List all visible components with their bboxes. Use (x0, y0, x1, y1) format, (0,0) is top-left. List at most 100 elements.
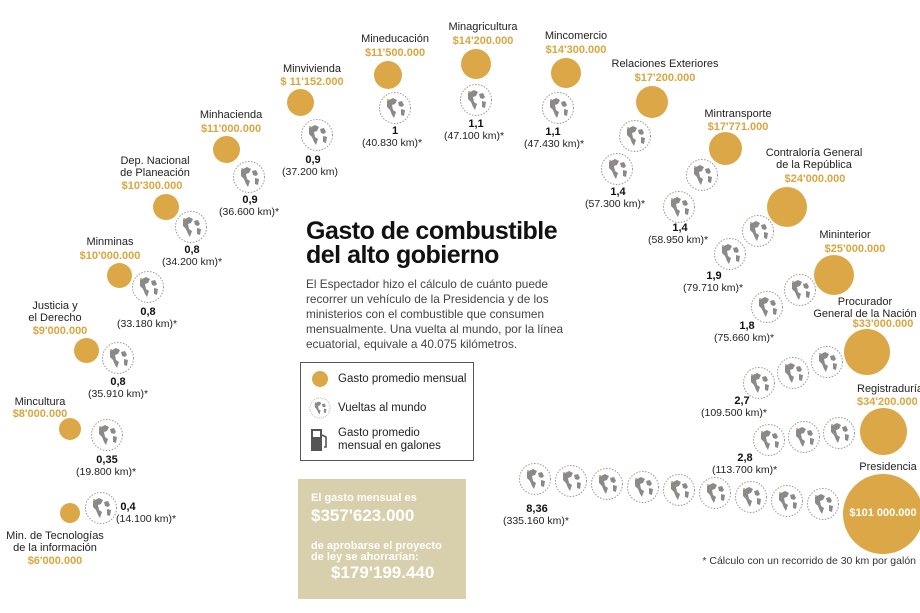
entity-name: Min. de Tecnologías de la información (5, 530, 105, 554)
cost-value: $17'771.000 (707, 121, 769, 133)
name-line: Dep. Nacional (120, 155, 190, 167)
description: El Espectador hizo el cálculo de cuánto … (306, 277, 564, 351)
turns-value: 1 (391, 125, 399, 137)
turns-value: 2,8 (737, 452, 753, 464)
entity-name: Mincultura (14, 396, 66, 408)
turns-value: 8,36 (526, 503, 548, 515)
spend-circle (213, 136, 240, 163)
spend-circle (636, 86, 668, 118)
gold-circle-icon (312, 371, 328, 387)
cost-value: $34'200.000 (857, 396, 918, 408)
legend-item-spend: Gasto promedio mensual (309, 371, 466, 387)
name-line: de la República (776, 159, 852, 171)
summary-savings: $179'199.440 (331, 563, 435, 582)
spend-circle (153, 194, 179, 220)
cost-value: $6'000.000 (27, 555, 83, 567)
entity-name: Justicia y el Derecho (20, 300, 90, 324)
globe-icon (662, 473, 696, 507)
entity-name: Mininterior (819, 229, 871, 241)
summary-total: $357'623.000 (311, 506, 415, 525)
summary-box: El gasto mensual es $357'623.000 de apro… (298, 479, 466, 599)
globe-icon (750, 290, 784, 324)
globe-icon (618, 119, 652, 153)
turns-value: 0,8 (140, 306, 156, 318)
legend-item-fuel: Gasto promedio mensual en galones (309, 427, 441, 453)
legend-label: mensual en galones (338, 440, 441, 452)
turns-value: 1,9 (706, 270, 722, 282)
spend-circle (374, 61, 402, 89)
footnote: * Cálculo con un recorrido de 30 km por … (702, 555, 916, 567)
globe-icon (626, 470, 660, 504)
spend-circle (461, 49, 491, 79)
globe-icon (662, 190, 696, 224)
turns-value: 1,4 (610, 186, 626, 198)
entity-name: Dep. Nacional de Planeación (110, 155, 200, 179)
turns-value: 0,8 (110, 376, 126, 388)
globe-icon (554, 464, 588, 498)
legend-item-globe: Vueltas al mundo (309, 397, 426, 419)
turns-value: 1,4 (672, 222, 688, 234)
entity-name: Relaciones Exteriores (611, 58, 719, 70)
km-value: (37.200 km) (282, 166, 339, 178)
summary-line: de aprobarse el proyecto (311, 540, 442, 552)
name-line: de la información (13, 542, 97, 554)
title-line-1: Gasto de combustible (306, 217, 558, 245)
globe-icon (713, 237, 747, 271)
globe-icon (90, 418, 124, 452)
cost-value: $25'000.000 (824, 243, 886, 255)
km-value: (47.430 km)* (524, 138, 585, 150)
globe-icon (685, 158, 719, 192)
km-value: (35.910 km)* (88, 388, 149, 400)
km-value: (113.700 km)* (712, 464, 778, 476)
name-line: Min. de Tecnologías (6, 530, 104, 542)
name-line: de Planeación (120, 167, 190, 179)
spend-circle (844, 329, 890, 375)
globe-icon (776, 356, 810, 390)
spend-circle (287, 89, 314, 116)
globe-icon (309, 397, 331, 419)
globe-icon (378, 91, 412, 125)
globe-icon (770, 484, 804, 518)
globe-icon (810, 345, 844, 379)
entity-name: Contraloría General de la República (754, 147, 874, 171)
cost-value: $33'000.000 (852, 318, 914, 330)
legend-label: Gasto promedio (338, 427, 420, 439)
globe-icon (131, 270, 165, 304)
globe-icon (101, 341, 135, 375)
km-value: (58.950 km)* (648, 234, 709, 246)
cost-value: $101 000.000 (849, 507, 917, 519)
summary-line: de ley se ahorrarían: (311, 551, 419, 563)
name-line: Procurador (837, 296, 893, 308)
globe-icon (518, 462, 552, 496)
cost-value: $8'000.000 (12, 408, 68, 420)
km-value: (75.660 km)* (714, 332, 775, 344)
km-value: (335.160 km)* (503, 515, 569, 527)
km-value: (57.300 km)* (585, 198, 646, 210)
cost-value: $17'200.000 (634, 72, 696, 84)
entity-name: Mineducación (361, 33, 429, 45)
cost-value: $14'200.000 (452, 35, 514, 47)
entity-name: Minvivienda (282, 63, 342, 75)
km-value: (40.830 km)* (362, 137, 423, 149)
summary-savings-label: de aprobarse el proyecto de ley se ahorr… (311, 541, 442, 563)
entity-name: Registraduría (857, 383, 920, 395)
turns-value: 0,8 (184, 244, 200, 256)
km-value: (47.100 km)* (444, 130, 505, 142)
legend: Gasto promedio mensual Vueltas al mundo … (300, 362, 474, 461)
turns-value: 0,9 (305, 154, 321, 166)
cost-value: $9'000.000 (32, 325, 88, 337)
entity-name: Mincomercio (544, 30, 608, 42)
km-value: (14.100 km)* (116, 513, 177, 525)
km-value: (109.500 km)* (701, 407, 767, 419)
name-line: el Derecho (28, 312, 82, 324)
name-line: Contraloría General (765, 147, 863, 159)
globe-icon (590, 467, 624, 501)
spend-circle (551, 58, 581, 88)
km-value: (79.710 km)* (683, 282, 744, 294)
spend-circle (709, 132, 742, 165)
entity-name: Minhacienda (199, 109, 263, 121)
globe-icon (300, 118, 334, 152)
entity-name: Minminas (86, 236, 134, 248)
globe-icon (541, 91, 575, 125)
cost-value: $11'500.000 (364, 47, 426, 59)
